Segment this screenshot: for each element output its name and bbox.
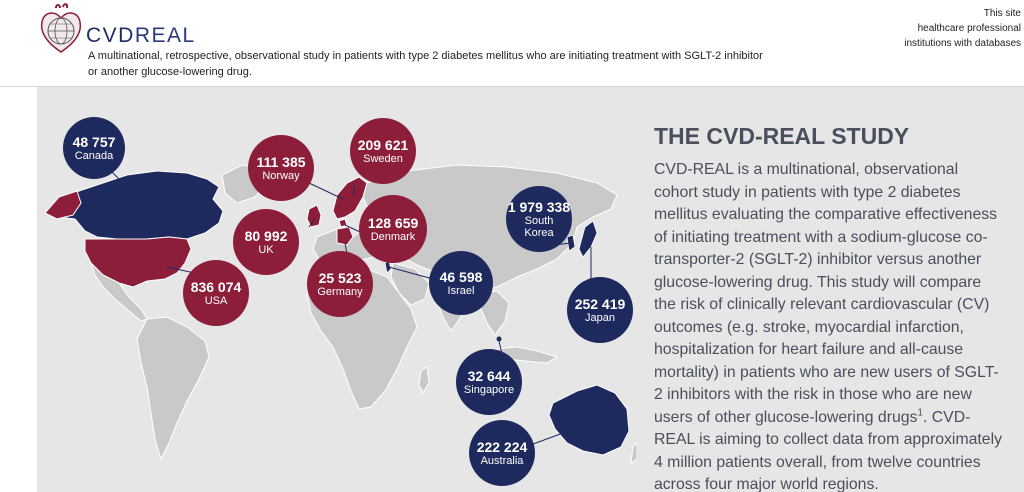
heart-globe-logo-icon[interactable] (38, 2, 84, 58)
study-banner: 48 757 Canada 836 074 USA 111 385 Norway… (37, 87, 1024, 492)
country-count: 32 644 (467, 367, 511, 384)
country-name: UK (258, 243, 274, 256)
country-bubble-israel[interactable]: 46 598 Israel (429, 251, 493, 315)
site-note-line-2: healthcare professional (917, 23, 1021, 34)
madagascar-shape (418, 366, 430, 395)
country-name: Germany (317, 285, 363, 298)
country-name: Sweden (363, 152, 403, 165)
site-note-line-1: This site (983, 8, 1021, 19)
country-count: 209 621 (357, 136, 409, 153)
logo-text-cvd: CVD (86, 24, 135, 47)
logo-wordmark[interactable]: CVDREAL (86, 24, 196, 48)
canada-shape (46, 170, 224, 240)
study-text-main: CVD-REAL is a multinational, observation… (654, 161, 999, 426)
japan-shape (578, 220, 598, 258)
reference-marker[interactable]: 1 (917, 407, 923, 419)
site-header: CVDREAL A multinational, retrospective, … (0, 0, 1024, 87)
country-name: Japan (585, 311, 615, 324)
country-bubble-norway[interactable]: 111 385 Norway (248, 135, 314, 201)
country-name: Singapore (463, 383, 515, 396)
country-name: Denmark (370, 230, 416, 243)
country-count: 111 385 (256, 153, 306, 170)
country-bubble-usa[interactable]: 836 074 USA (183, 260, 249, 326)
country-bubble-singapore[interactable]: 32 644 Singapore (456, 349, 522, 415)
country-name: Norway (262, 169, 300, 182)
study-title: THE CVD-REAL STUDY (654, 123, 910, 149)
country-count: 128 659 (367, 214, 419, 231)
site-disclaimer: This site healthcare professional instit… (821, 6, 1021, 51)
study-text-end: . CVD-REAL is aiming to collect data fro… (654, 408, 1002, 492)
country-name: Canada (74, 149, 114, 162)
site-note-line-3: institutions with databases (904, 38, 1021, 49)
uk-shape (306, 204, 322, 228)
country-bubble-germany[interactable]: 25 523 Germany (307, 251, 373, 317)
tagline: A multinational, retrospective, observat… (88, 48, 788, 80)
logo-text-real: REAL (134, 24, 196, 47)
country-name-line-1: South (524, 214, 554, 227)
country-name-line-2: Korea (524, 226, 554, 239)
singapore-marker (496, 336, 502, 342)
country-count: 252 419 (574, 295, 626, 312)
country-bubble-sweden[interactable]: 209 621 Sweden (350, 118, 416, 184)
world-map (44, 164, 637, 465)
country-name: Australia (480, 454, 524, 467)
country-count: 1 979 338 (507, 198, 571, 215)
country-bubble-australia[interactable]: 222 224 Australia (469, 420, 535, 486)
country-bubble-south-korea[interactable]: 1 979 338 South Korea (506, 186, 572, 252)
alaska-shape (44, 190, 82, 220)
country-bubble-canada[interactable]: 48 757 Canada (63, 117, 125, 179)
tagline-line-2: or another glucose-lowering drug. (88, 66, 252, 78)
tagline-line-1: A multinational, retrospective, observat… (88, 50, 763, 62)
country-name: Israel (447, 284, 475, 297)
country-count: 48 757 (72, 133, 116, 150)
country-count: 25 523 (318, 269, 362, 286)
country-count: 80 992 (244, 227, 288, 244)
study-description: CVD-REAL is a multinational, observation… (654, 159, 1004, 492)
country-count: 46 598 (439, 268, 483, 285)
country-bubble-uk[interactable]: 80 992 UK (233, 209, 299, 275)
country-count: 222 224 (476, 438, 528, 455)
country-count: 836 074 (190, 278, 242, 295)
new-zealand-shape (630, 442, 637, 465)
country-name: USA (204, 294, 228, 307)
central-america-shape (90, 262, 148, 322)
south-america-shape (136, 316, 210, 461)
country-bubble-japan[interactable]: 252 419 Japan (567, 277, 633, 343)
australia-shape (548, 384, 630, 456)
country-bubble-denmark[interactable]: 128 659 Denmark (359, 195, 427, 263)
